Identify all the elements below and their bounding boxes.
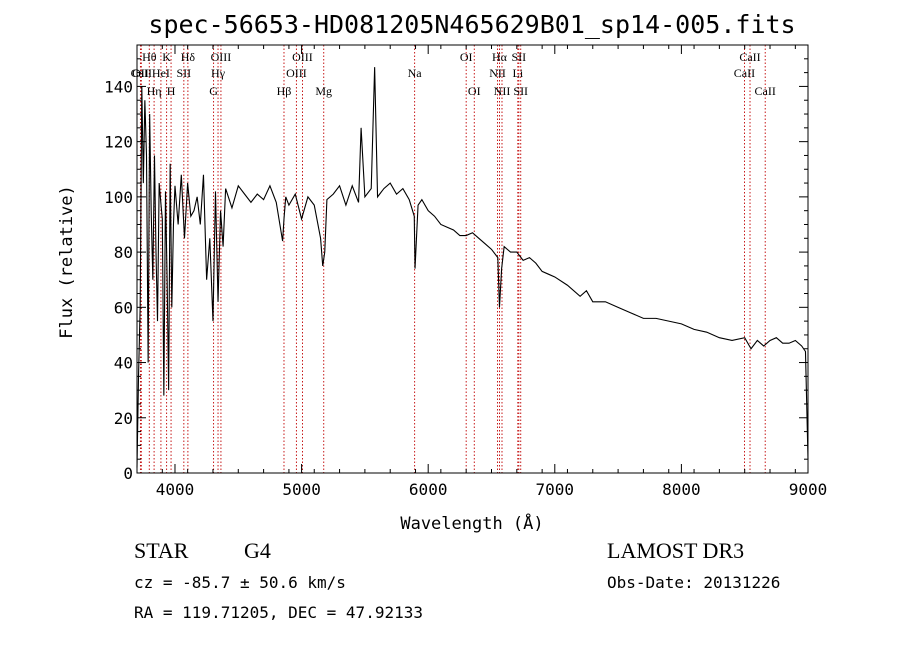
y-tick-label: 100 [104,188,133,207]
marker-label: Mg [315,84,332,98]
y-tick-label: 40 [114,354,133,373]
coordinates-text: RA = 119.71205, DEC = 47.92133 [134,603,423,622]
spectrum-line [136,67,809,468]
y-axis-label: Flux (relative) [57,185,77,339]
x-tick-label: 4000 [156,480,195,499]
x-tick-label: 6000 [409,480,448,499]
marker-label: SII [177,66,192,80]
y-tick-label: 120 [104,133,133,152]
marker-label: Hη [147,84,162,98]
marker-label: Hα [492,50,508,64]
marker-label: HeI [152,66,170,80]
x-tick-label: 9000 [789,480,828,499]
plot-frame [136,44,809,474]
object-subclass: G4 [244,538,271,563]
marker-label: OIII [211,50,232,64]
y-tick-label: 0 [123,464,133,483]
marker-label: Li [512,66,523,80]
axis-ticks: 4000 5000 6000 7000 8000 9000 0 20 40 60 80 100 120 1… [104,45,827,499]
marker-label: Hθ [142,50,157,64]
marker-label: OI [460,50,473,64]
marker-label: Hδ [181,50,196,64]
obs-date-text: Obs-Date: 20131226 [607,573,781,592]
line-markers [139,45,766,473]
x-tick-label: 5000 [282,480,321,499]
y-tick-label: 20 [114,409,133,428]
x-tick-label: 7000 [536,480,575,499]
marker-label: OIII [286,66,307,80]
marker-label: SII [512,50,527,64]
marker-label: H [167,84,176,98]
marker-label: Hβ [277,84,292,98]
chart-title: spec-56653-HD081205N465629B01_sp14-005.f… [148,10,795,39]
survey-name: LAMOST DR3 [607,538,745,563]
marker-label: OI [468,84,481,98]
object-class: STAR [134,538,189,563]
marker-label: NII [494,84,511,98]
redshift-text: cz = -85.7 ± 50.6 km/s [134,573,346,592]
marker-label: NII [489,66,506,80]
marker-label: CaII [739,50,760,64]
x-axis-label: Wavelength (Å) [400,512,543,534]
marker-label: G [209,84,218,98]
y-tick-label: 60 [114,298,133,317]
marker-label: SII [513,84,528,98]
marker-label: CaII [734,66,755,80]
marker-label: CaII [755,84,776,98]
marker-label: Na [408,66,423,80]
y-tick-label: 80 [114,243,133,262]
marker-label: OIII [292,50,313,64]
marker-label: CaII [131,66,152,80]
y-tick-label: 140 [104,77,133,96]
marker-label: Hγ [211,66,226,80]
marker-label: K [162,50,171,64]
x-tick-label: 8000 [662,480,701,499]
